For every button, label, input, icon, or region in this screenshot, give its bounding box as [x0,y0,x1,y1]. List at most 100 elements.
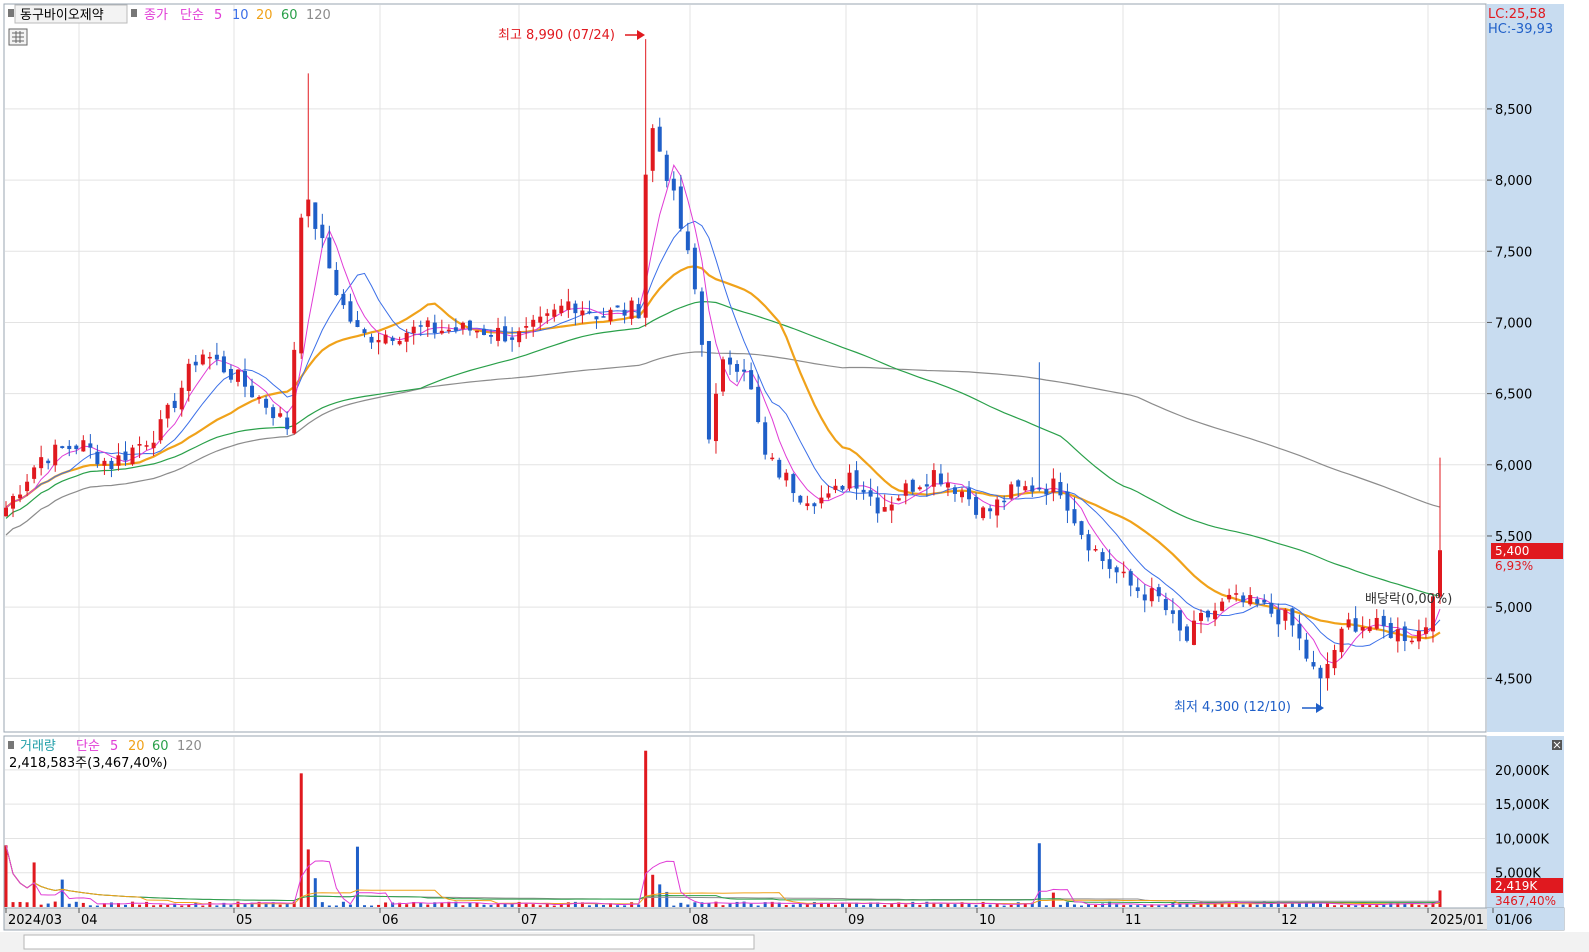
table-view-icon[interactable] [8,28,28,46]
volume-bar [1255,904,1259,907]
candle-body [1339,628,1344,653]
volume-bar [777,902,781,907]
volume-bar [1311,902,1315,907]
candle-body [671,178,676,191]
volume-bar [1044,905,1048,907]
candle-body [601,316,606,318]
candle-body [172,400,177,408]
x-tick-label: 05 [236,913,253,928]
candle-body [1304,639,1309,659]
candle-body [1163,599,1168,611]
volume-bar [447,901,451,907]
volume-bar [1417,905,1421,907]
volume-bar [145,901,149,907]
candle-body [1170,610,1175,614]
volume-y-tick-label: 15,000K [1495,798,1549,813]
volume-bar [1276,901,1280,907]
candle-body [713,393,718,442]
volume-bar [1410,903,1414,907]
volume-bar [187,904,191,907]
volume-bar [1227,902,1231,907]
volume-bar [468,902,472,907]
volume-bar [756,905,760,907]
scrollbar-track[interactable] [23,934,755,950]
volume-bar [890,904,894,907]
volume-bar [714,901,718,907]
candle-body [988,508,993,512]
candle-body [1072,509,1077,524]
candle-body [4,507,8,517]
volume-bar [637,904,641,907]
volume-bar [735,901,739,907]
candle-body [411,326,416,334]
volume-bar [1304,902,1308,907]
candle-body [496,327,501,341]
legend-ma60: 60 [281,8,298,23]
candle-body [629,300,634,319]
volume-bar [784,905,788,907]
volume-bar [74,901,78,907]
candle-body [446,329,451,332]
volume-bar [552,905,556,907]
candle-body [376,339,381,343]
volume-bar [594,903,598,907]
stock-name-box[interactable] [14,4,128,24]
volume-bar [306,849,310,907]
candle-body [81,440,86,452]
candle-body [1149,588,1154,602]
candle-body [896,498,901,501]
candle-body [1438,550,1442,597]
volume-bar [679,902,683,907]
volume-bar [841,902,844,907]
high-arrow-icon [625,30,645,40]
ma60-line [5,300,1441,597]
price-legend: 동구바이오제약 종가 단순 5 10 20 60 120 [8,4,331,24]
price-panel[interactable] [3,3,1487,733]
candle-body [313,202,318,229]
candle-body [974,497,979,515]
candle-body [144,445,149,447]
low-arrow-icon [1302,703,1324,713]
candle-body [341,293,346,306]
volume-bar [602,904,605,907]
volume-bar [833,904,837,907]
volume-bar [426,904,430,907]
candle-body [214,354,219,360]
volume-bar [95,905,99,907]
candle-body [11,495,16,509]
candle-body [348,301,353,322]
volume-bar [1002,905,1006,907]
candle-body [200,354,205,365]
panel-collapse-icon[interactable] [1552,740,1562,750]
volume-bar [918,904,922,907]
volume-bar [580,902,584,907]
volume-bar [398,902,402,907]
volume-bar [1164,904,1168,907]
volume-bar [25,902,29,907]
candle-body [67,445,72,450]
candle-body [278,413,283,417]
candle-body [854,470,859,489]
volume-bar [1333,905,1337,907]
volume-bar [974,905,978,907]
volume-bar [4,845,8,907]
volume-bar [433,902,437,907]
volume-bar [1248,902,1252,907]
candle-body [678,186,683,229]
legend-ma120: 120 [306,8,331,23]
candle-body [383,334,388,344]
candle-body [503,326,508,342]
candle-body [847,472,852,489]
candle-body [53,444,58,466]
candle-body [474,330,479,333]
volume-bar [995,903,999,907]
volume-bar [461,905,465,907]
candle-body [88,443,93,448]
volume-panel[interactable] [3,735,1487,909]
volume-bar [194,902,198,907]
volume-bar [11,902,15,907]
volume-bar [960,902,964,907]
candle-body [432,322,437,334]
candle-body [559,305,564,314]
candle-body [608,309,613,321]
